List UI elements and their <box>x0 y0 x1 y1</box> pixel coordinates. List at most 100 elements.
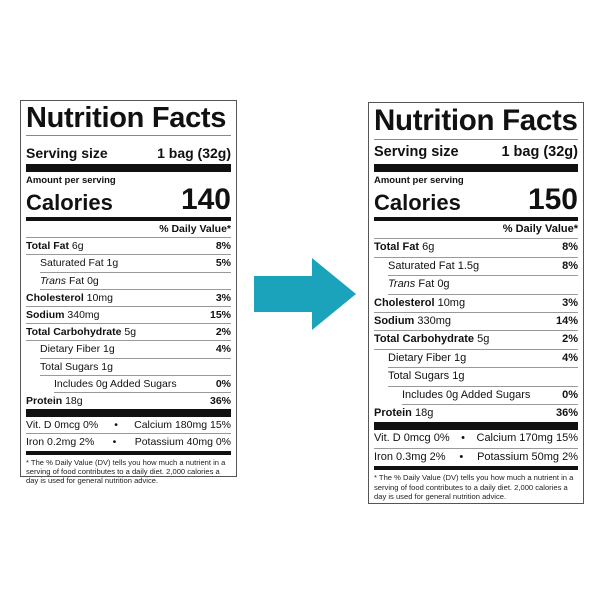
nutrient-amount: 6g <box>68 240 84 253</box>
mineral-cell: Vit. D 0mcg 0% <box>374 432 450 445</box>
medium-divider <box>374 466 578 471</box>
nutrient-daily-value: 4% <box>215 343 231 356</box>
label-title: Nutrition Facts <box>26 101 231 136</box>
nutrient-amount: 5g <box>121 326 137 339</box>
calories-label: Calories <box>374 190 461 215</box>
nutrient-row: Sodium 340mg 15% <box>26 307 231 325</box>
nutrient-amount: 18g <box>411 407 434 420</box>
nutrient-daily-value: 5% <box>215 257 231 270</box>
nutrient-bold-label: Cholesterol <box>26 291 84 304</box>
nutrient-row: Saturated Fat 1.5g 8% <box>388 258 578 277</box>
nutrient-daily-value: 2% <box>562 333 578 346</box>
nutrient-daily-value: 2% <box>215 326 231 339</box>
serving-size-label: Serving size <box>26 145 108 161</box>
nutrient-name: Total Carbohydrate 5g <box>374 331 489 348</box>
mineral-cell: Iron 0.3mg 2% <box>374 450 446 463</box>
daily-value-header: % Daily Value* <box>26 221 231 239</box>
nutrient-name: Total Fat 6g <box>26 238 84 254</box>
amount-per-serving: Amount per serving <box>26 175 116 186</box>
nutrient-name: Dietary Fiber 1g <box>40 341 115 357</box>
nutrient-amount: Fat 0g <box>415 278 450 291</box>
nutrient-row: Total Fat 6g 8% <box>374 239 578 258</box>
nutrient-daily-value: 0% <box>562 388 578 401</box>
mineral-cell: Calcium 170mg 15% <box>476 432 579 445</box>
nutrient-bold-label: Protein <box>26 395 63 408</box>
nutrient-amount: Total Sugars 1g <box>388 370 465 383</box>
nutrient-name: Dietary Fiber 1g <box>388 350 466 367</box>
thick-divider <box>374 422 578 431</box>
nutrient-amount: Total Sugars 1g <box>40 360 113 373</box>
nutrient-italic-label: Trans <box>40 274 67 287</box>
nutrient-name: Protein 18g <box>374 405 433 422</box>
nutrient-name: Trans Fat 0g <box>40 273 99 289</box>
thick-divider <box>26 409 231 418</box>
mineral-cell: • <box>461 432 465 445</box>
nutrient-row: Saturated Fat 1g 5% <box>40 255 231 273</box>
nutrient-name: Sodium 330mg <box>374 313 451 330</box>
nutrient-name: Saturated Fat 1g <box>40 255 118 271</box>
nutrient-row: Cholesterol 10mg 3% <box>374 295 578 314</box>
nutrient-row: Trans Fat 0g <box>388 276 578 295</box>
footnote: * The % Daily Value (DV) tells you how m… <box>26 457 226 486</box>
nutrient-daily-value: 0% <box>215 377 231 390</box>
nutrient-row: Includes 0g Added Sugars 0% <box>54 376 231 394</box>
nutrient-row: Total Fat 6g 8% <box>26 238 231 256</box>
nutrient-bold-label: Total Fat <box>374 241 420 254</box>
nutrient-name: Total Fat 6g <box>374 239 434 256</box>
serving-size-row: Serving size 1 bag (32g) <box>374 140 578 164</box>
nutrient-amount: Includes 0g Added Sugars <box>54 377 177 390</box>
nutrient-bold-label: Sodium <box>26 309 65 322</box>
nutrient-name: Total Carbohydrate 5g <box>26 324 136 340</box>
mineral-cell: • <box>112 436 117 449</box>
nutrient-amount: 340mg <box>64 309 100 322</box>
calories-label: Calories <box>26 190 113 215</box>
nutrient-daily-value: 3% <box>215 291 231 304</box>
nutrient-bold-label: Protein <box>374 407 412 420</box>
nutrient-daily-value: 14% <box>555 315 578 328</box>
nutrient-daily-value: 36% <box>555 407 578 420</box>
serving-size-row: Serving size 1 bag (32g) <box>26 142 231 164</box>
nutrient-row: Total Sugars 1g <box>40 359 231 376</box>
nutrition-label-after: Nutrition Facts Serving size 1 bag (32g) Am… <box>368 102 584 504</box>
nutrient-name: Cholesterol 10mg <box>374 295 465 312</box>
mineral-row: Iron 0.3mg 2% • Potassium 50mg 2% <box>374 449 578 466</box>
mineral-row: Vit. D 0mcg 0% • Calcium 170mg 15% <box>374 430 579 449</box>
amount-per-serving: Amount per serving <box>374 175 464 186</box>
mineral-cell: Vit. D 0mcg 0% <box>26 419 99 432</box>
nutrient-amount: Dietary Fiber 1g <box>388 351 467 364</box>
nutrient-bold-label: Cholesterol <box>374 296 435 309</box>
nutrient-name: Protein 18g <box>26 393 83 409</box>
calories-value: 150 <box>527 183 578 216</box>
nutrient-italic-label: Trans <box>388 278 416 291</box>
daily-value-header: % Daily Value* <box>374 221 578 240</box>
mineral-cell: • <box>459 450 464 463</box>
nutrient-daily-value: 8% <box>562 259 578 272</box>
calories-row: Calories 150 <box>374 183 578 216</box>
nutrient-name: Total Sugars 1g <box>40 359 113 375</box>
mineral-cell: Iron 0.2mg 2% <box>26 436 95 449</box>
nutrient-name: Trans Fat 0g <box>388 276 450 293</box>
nutrient-bold-label: Total Fat <box>26 240 69 253</box>
mineral-cell: Potassium 40mg 0% <box>134 436 231 449</box>
mineral-cell: • <box>114 419 118 432</box>
nutrient-name: Total Sugars 1g <box>388 368 464 385</box>
medium-divider <box>26 217 231 221</box>
nutrient-amount: 6g <box>419 241 435 254</box>
nutrient-amount: 10mg <box>83 291 113 304</box>
nutrient-daily-value: 15% <box>209 309 231 322</box>
calories-row: Calories 140 <box>26 185 231 215</box>
nutrient-daily-value: 4% <box>562 351 578 364</box>
nutrient-row: Protein 18g 36% <box>374 405 578 422</box>
nutrient-row: Total Carbohydrate 5g 2% <box>26 324 231 342</box>
nutrient-bold-label: Total Carbohydrate <box>26 326 122 339</box>
nutrient-daily-value: 8% <box>562 241 578 254</box>
nutrient-row: Protein 18g 36% <box>26 393 231 409</box>
nutrient-row: Includes 0g Added Sugars 0% <box>402 387 578 406</box>
mineral-cell: Potassium 50mg 2% <box>477 450 578 463</box>
serving-size-label: Serving size <box>374 144 459 160</box>
nutrient-daily-value: 8% <box>215 240 231 253</box>
right-arrow-icon <box>254 258 356 330</box>
nutrient-amount: Dietary Fiber 1g <box>40 343 115 356</box>
thick-divider <box>26 164 231 172</box>
nutrient-daily-value: 36% <box>209 395 231 408</box>
